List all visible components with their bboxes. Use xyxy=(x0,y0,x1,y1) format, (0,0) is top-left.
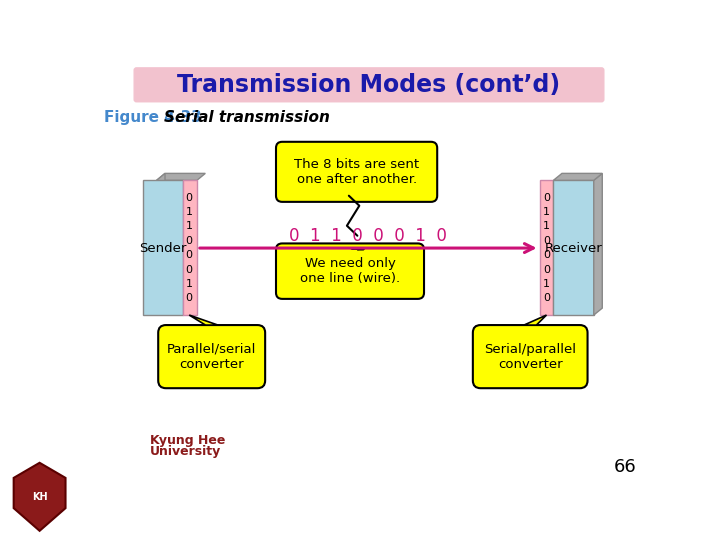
FancyBboxPatch shape xyxy=(539,180,554,315)
Text: Kyung Hee: Kyung Hee xyxy=(150,434,225,447)
Text: 0
1
1
0
0
0
1
0: 0 1 1 0 0 0 1 0 xyxy=(186,193,193,303)
Text: 0
1
1
0
0
0
1
0: 0 1 1 0 0 0 1 0 xyxy=(543,193,550,303)
FancyBboxPatch shape xyxy=(554,180,594,315)
Polygon shape xyxy=(189,315,218,325)
FancyBboxPatch shape xyxy=(276,244,424,299)
Text: Serial/parallel
converter: Serial/parallel converter xyxy=(485,342,576,370)
Text: University: University xyxy=(150,445,221,458)
Text: 66: 66 xyxy=(613,458,636,476)
FancyBboxPatch shape xyxy=(183,180,197,315)
Text: 0  1  1  0  0  0  1  0: 0 1 1 0 0 0 1 0 xyxy=(289,227,446,245)
Polygon shape xyxy=(14,463,66,531)
Polygon shape xyxy=(157,173,165,315)
FancyBboxPatch shape xyxy=(276,142,437,202)
Text: We need only
one line (wire).: We need only one line (wire). xyxy=(300,257,400,285)
FancyBboxPatch shape xyxy=(473,325,588,388)
Text: Sender: Sender xyxy=(139,241,186,254)
Text: Figure 4.33: Figure 4.33 xyxy=(104,110,202,125)
Text: Transmission Modes (cont’d): Transmission Modes (cont’d) xyxy=(177,73,561,97)
FancyBboxPatch shape xyxy=(143,180,183,315)
FancyBboxPatch shape xyxy=(134,68,604,102)
Text: Parallel/serial
converter: Parallel/serial converter xyxy=(167,342,256,370)
Polygon shape xyxy=(524,315,546,325)
Polygon shape xyxy=(157,173,205,180)
Text: Receiver: Receiver xyxy=(545,241,603,254)
Polygon shape xyxy=(594,173,602,315)
FancyBboxPatch shape xyxy=(158,325,265,388)
Polygon shape xyxy=(554,173,602,180)
Text: KH: KH xyxy=(32,492,48,502)
Text: The 8 bits are sent
one after another.: The 8 bits are sent one after another. xyxy=(294,158,419,186)
Text: Serial transmission: Serial transmission xyxy=(163,110,330,125)
